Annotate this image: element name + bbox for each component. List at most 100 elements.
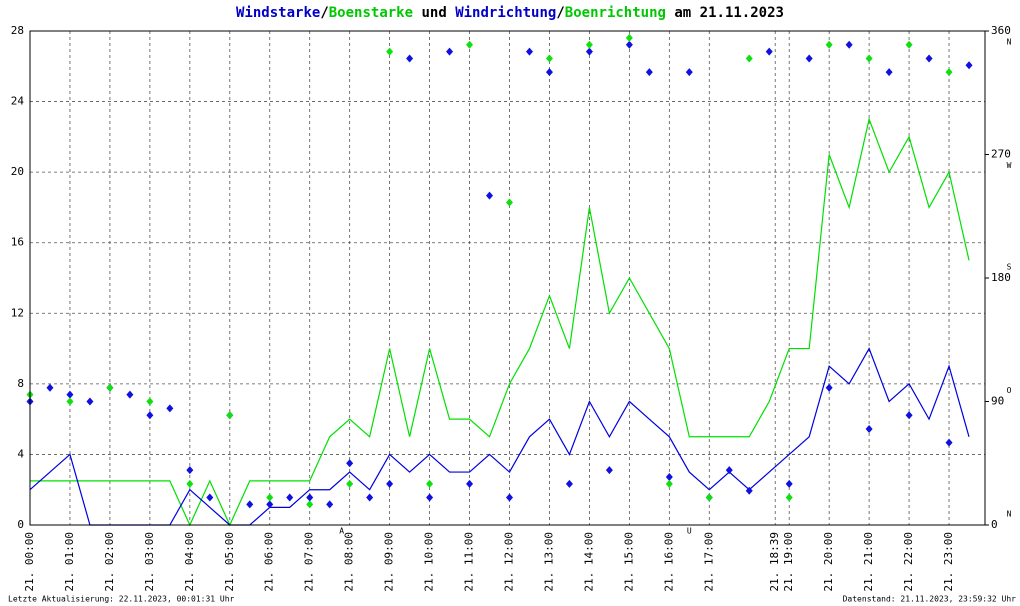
sun-marker: U	[687, 527, 692, 536]
direction-marker	[825, 40, 833, 49]
x-tick-label: 21. 09:00	[383, 532, 396, 592]
x-tick-label: 21. 19:00	[782, 532, 795, 592]
y2-tick-label: 180	[991, 271, 1011, 284]
direction-marker	[545, 54, 553, 63]
plot-frame	[29, 30, 986, 526]
y-tick-label: 20	[11, 165, 24, 178]
direction-marker	[226, 411, 234, 420]
x-tick-label: 21. 18:39	[768, 532, 781, 592]
x-tick-label: 21. 02:00	[103, 532, 116, 592]
series-line	[30, 117, 970, 527]
direction-marker	[505, 493, 513, 502]
x-tick-label: 21. 07:00	[303, 532, 316, 592]
y2-tick-label: 360	[991, 24, 1011, 37]
title-part: Boenrichtung	[565, 5, 666, 21]
direction-marker	[745, 486, 753, 495]
direction-marker	[446, 47, 454, 56]
direction-marker	[86, 397, 94, 406]
x-tick-label: 21. 16:00	[662, 532, 675, 592]
x-tick-label: 21. 17:00	[702, 532, 715, 592]
direction-marker	[705, 493, 713, 502]
title-part: Boenstarke	[329, 5, 413, 21]
direction-marker	[685, 68, 693, 77]
direction-marker	[745, 54, 753, 63]
sun-marker: A	[339, 527, 344, 536]
y-tick-label: 28	[11, 24, 24, 37]
x-tick-label: 21. 08:00	[343, 532, 356, 592]
direction-marker	[66, 397, 74, 406]
direction-marker	[765, 47, 773, 56]
x-tick-label: 21. 06:00	[263, 532, 276, 592]
compass-label: S	[1007, 263, 1012, 272]
direction-marker	[466, 479, 474, 488]
direction-marker	[825, 383, 833, 392]
title-part: /	[320, 5, 328, 21]
direction-marker	[845, 40, 853, 49]
x-tick-label: 21. 20:00	[822, 532, 835, 592]
direction-marker	[865, 424, 873, 433]
direction-marker	[206, 493, 214, 502]
x-tick-label: 21. 21:00	[862, 532, 875, 592]
direction-marker	[186, 466, 194, 475]
series-line	[29, 347, 970, 526]
direction-marker	[466, 40, 474, 49]
direction-marker	[146, 411, 154, 420]
direction-marker	[426, 479, 434, 488]
direction-marker	[406, 54, 414, 63]
x-tick-label: 21. 14:00	[582, 532, 595, 592]
y2-tick-label: 0	[991, 518, 998, 531]
direction-marker	[965, 61, 973, 70]
direction-marker	[126, 390, 134, 399]
compass-label: N	[1007, 38, 1012, 47]
y2-tick-label: 90	[991, 395, 1004, 408]
direction-marker	[426, 493, 434, 502]
compass-label: W	[1007, 161, 1012, 170]
direction-marker	[645, 68, 653, 77]
y-tick-label: 16	[11, 236, 24, 249]
x-tick-label: 21. 23:00	[942, 532, 955, 592]
y-tick-label: 12	[11, 306, 24, 319]
x-tick-label: 21. 10:00	[423, 532, 436, 592]
direction-marker	[246, 500, 254, 509]
direction-marker	[326, 500, 334, 509]
direction-marker	[945, 438, 953, 447]
direction-marker	[905, 411, 913, 420]
direction-marker	[625, 40, 633, 49]
direction-marker	[665, 479, 673, 488]
x-tick-label: 21. 13:00	[542, 532, 555, 592]
direction-marker	[785, 493, 793, 502]
direction-marker	[286, 493, 294, 502]
direction-marker	[46, 383, 54, 392]
direction-marker	[585, 47, 593, 56]
x-tick-label: 21. 15:00	[622, 532, 635, 592]
y-tick-label: 0	[17, 518, 24, 531]
footer-right: Datenstand: 21.11.2023, 23:59:32 Uhr	[843, 595, 1017, 604]
direction-marker	[905, 40, 913, 49]
direction-marker	[605, 466, 613, 475]
direction-marker	[266, 500, 274, 509]
direction-marker	[486, 191, 494, 200]
direction-marker	[665, 472, 673, 481]
direction-marker	[346, 459, 354, 468]
direction-marker	[805, 54, 813, 63]
title-part: und	[413, 5, 455, 21]
title-part: Windrichtung	[455, 5, 556, 21]
title-part: Windstarke	[236, 5, 320, 21]
direction-marker	[266, 493, 274, 502]
footer-left: Letzte Aktualisierung: 22.11.2023, 00:01…	[8, 595, 235, 604]
direction-marker	[625, 33, 633, 42]
x-tick-label: 21. 03:00	[143, 532, 156, 592]
direction-marker	[306, 500, 314, 509]
x-tick-label: 21. 05:00	[223, 532, 236, 592]
y-tick-label: 4	[17, 447, 24, 460]
direction-marker	[346, 479, 354, 488]
x-tick-label: 21. 04:00	[183, 532, 196, 592]
title-part: /	[556, 5, 564, 21]
direction-marker	[945, 68, 953, 77]
direction-marker	[166, 404, 174, 413]
chart-title: Windstarke/Boenstarke und Windrichtung/B…	[236, 5, 784, 21]
direction-marker	[885, 68, 893, 77]
direction-marker	[505, 198, 513, 207]
direction-marker	[585, 40, 593, 49]
